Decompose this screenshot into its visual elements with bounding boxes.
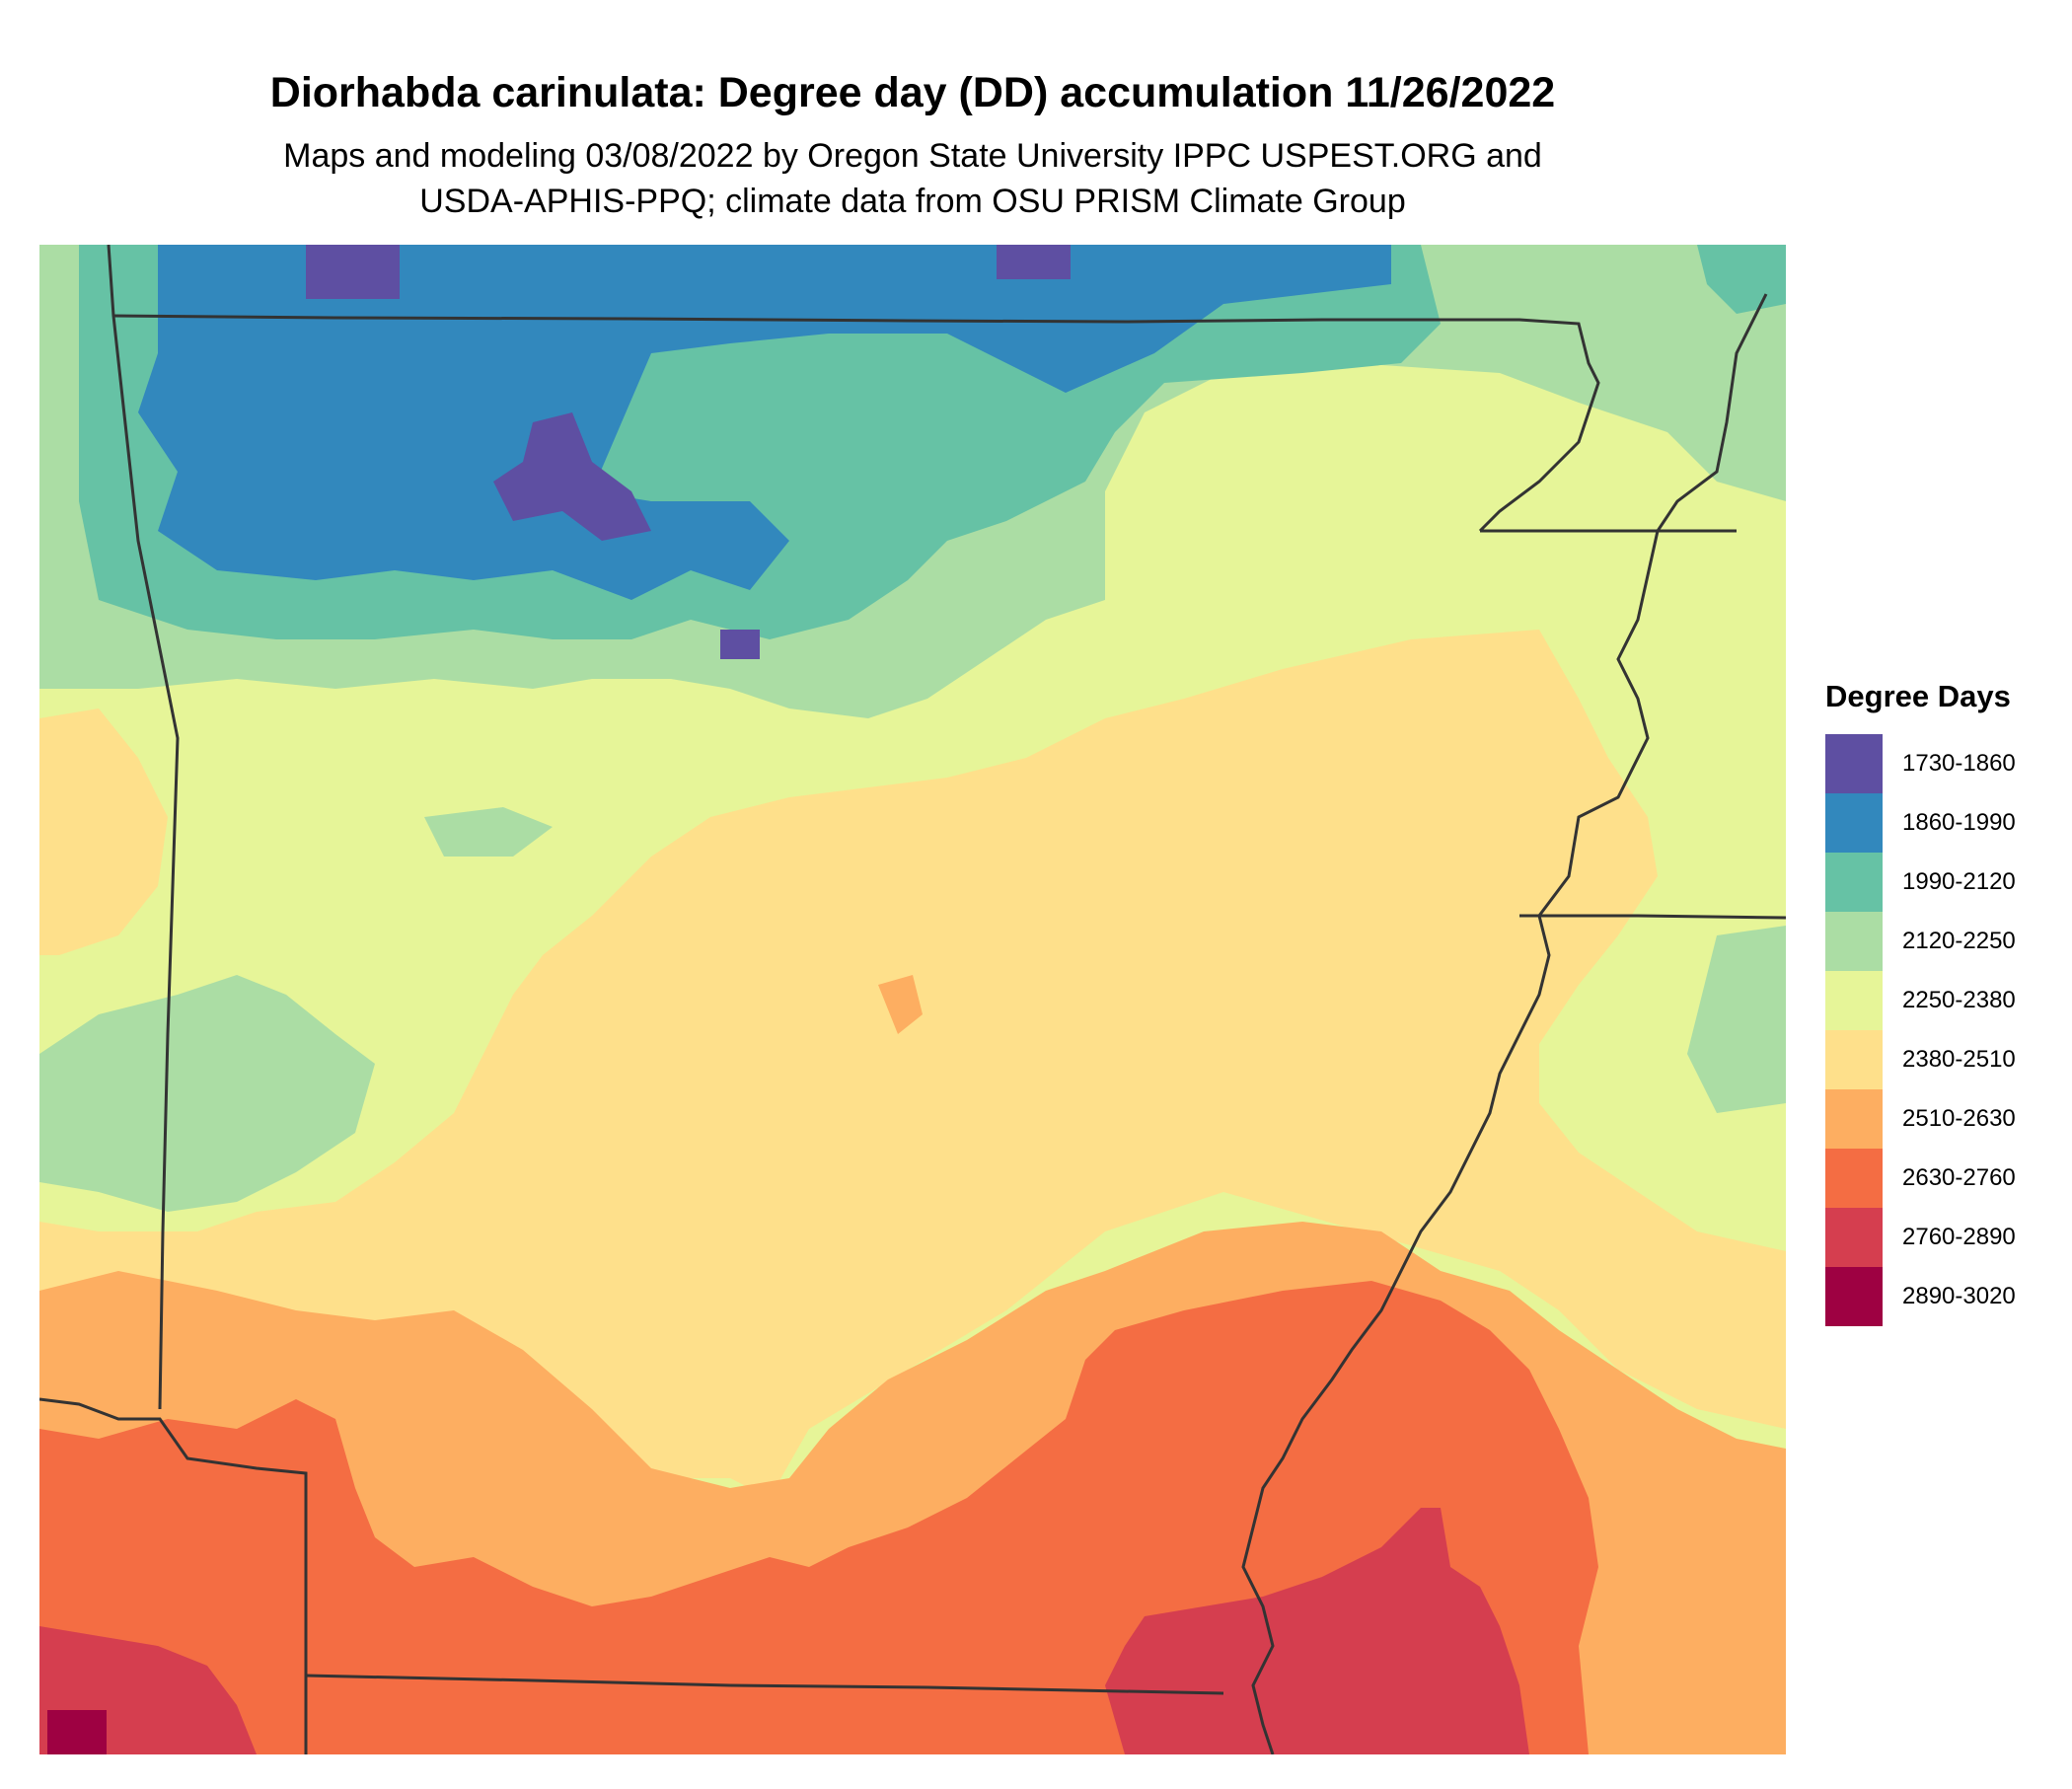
legend-swatch [1825,853,1883,912]
legend-items: 1730-1860 1860-1990 1990-2120 2120-2250 … [1825,734,2062,1326]
zone-2120-2250-west-small [424,807,553,857]
zone-2120-2250-west [39,975,375,1212]
legend-label: 2510-2630 [1902,1105,2016,1132]
legend-swatch [1825,793,1883,853]
legend-label: 1860-1990 [1902,809,2016,836]
zone-2890-3020 [47,1710,107,1754]
state-borders [39,245,1786,1754]
map-subtitle: Maps and modeling 03/08/2022 by Oregon S… [0,133,1825,224]
legend-item: 2250-2380 [1825,971,2062,1030]
border-mississippi-river [1241,293,1768,1754]
legend-swatch [1825,912,1883,971]
zone-1730-1860-a [306,245,400,299]
legend-label: 2250-2380 [1902,987,2016,1013]
legend-swatch [1825,1208,1883,1267]
legend-label: 2380-2510 [1902,1046,2016,1073]
border-mississippi-tn [1519,914,1786,920]
legend-label: 2630-2760 [1902,1164,2016,1191]
legend-swatch [1825,1149,1883,1208]
zone-2380-2510 [39,630,1786,1498]
legend-label: 1730-1860 [1902,750,2016,777]
map-title: Diorhabda carinulata: Degree day (DD) ac… [269,69,1556,116]
legend-swatch [1825,734,1883,793]
legend-item: 1730-1860 [1825,734,2062,793]
legend-item: 2380-2510 [1825,1030,2062,1089]
legend-label: 1990-2120 [1902,868,2016,895]
legend-label: 2120-2250 [1902,928,2016,954]
zone-1860-1990 [138,245,1391,600]
border-oklahoma [107,245,180,1410]
zone-1730-1860-d [720,630,760,659]
subtitle-line-2: USDA-APHIS-PPQ; climate data from OSU PR… [419,183,1406,220]
legend-swatch [1825,1267,1883,1326]
border-missouri [112,314,1600,533]
legend-swatch [1825,1089,1883,1149]
zone-2380-2510-west [39,708,168,955]
legend-item: 2120-2250 [1825,912,2062,971]
zone-1730-1860-c [493,412,651,541]
legend-item: 2510-2630 [1825,1089,2062,1149]
legend-item: 2890-3020 [1825,1267,2062,1326]
border-louisiana [305,1674,1224,1695]
legend-swatch [1825,1030,1883,1089]
subtitle-line-1: Maps and modeling 03/08/2022 by Oregon S… [283,137,1542,175]
legend-item: 1990-2120 [1825,853,2062,912]
legend-label: 2890-3020 [1902,1283,2016,1309]
zone-1730-1860-b [997,245,1071,279]
legend-item: 2630-2760 [1825,1149,2062,1208]
zone-2120-2250-east [1687,926,1786,1113]
legend-label: 2760-2890 [1902,1224,2016,1250]
zone-2510-2630-spot [878,975,923,1034]
border-texas [39,1397,308,1754]
legend: Degree Days 1730-1860 1860-1990 1990-212… [1825,679,2062,1326]
legend-item: 1860-1990 [1825,793,2062,853]
legend-title: Degree Days [1825,679,2011,713]
legend-swatch [1825,971,1883,1030]
legend-item: 2760-2890 [1825,1208,2062,1267]
degree-day-map [39,245,1786,1754]
